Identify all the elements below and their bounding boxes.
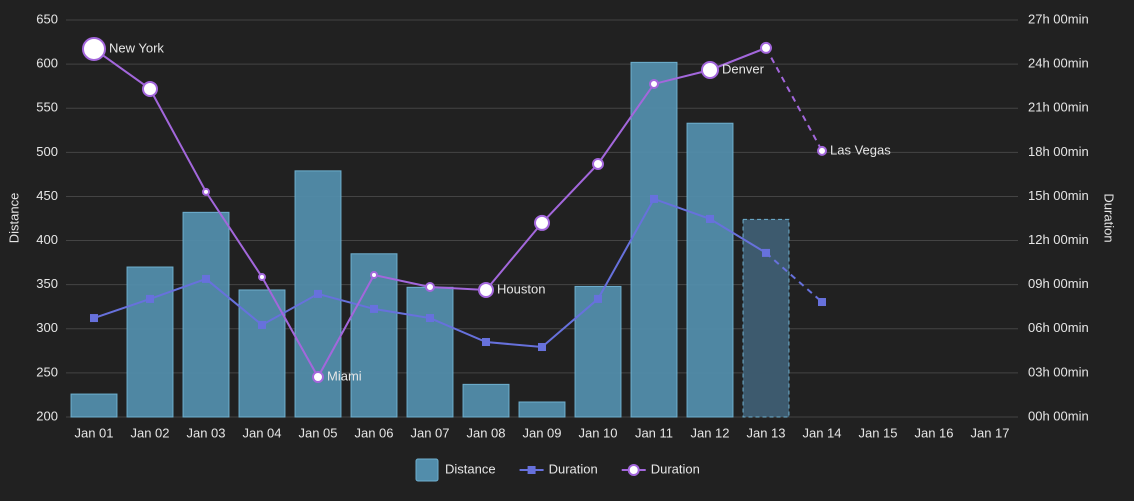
square-marker	[370, 304, 378, 313]
x-tick-label: Jan 02	[130, 425, 169, 440]
y-tick-label: 250	[36, 364, 58, 379]
bar	[462, 383, 510, 418]
x-tick-label: Jan 14	[802, 425, 841, 440]
bar	[238, 289, 286, 418]
x-tick-label: Jan 08	[466, 425, 505, 440]
y2-tick-label: 24h 00min	[1028, 56, 1089, 71]
square-marker	[90, 314, 98, 323]
legend-label: Duration	[651, 461, 700, 476]
y-tick-label: 300	[36, 320, 58, 335]
point-label: Miami	[327, 368, 362, 383]
x-tick-label: Jan 11	[635, 425, 673, 440]
square-marker	[314, 289, 322, 298]
point-label: Denver	[722, 61, 765, 76]
x-tick-label: Jan 09	[522, 425, 561, 440]
circle-marker	[478, 281, 494, 298]
square-marker	[650, 194, 658, 203]
y-tick-label: 200	[36, 408, 58, 423]
x-tick-label: Jan 06	[354, 425, 393, 440]
circle-marker	[370, 270, 378, 279]
circle-marker	[312, 371, 324, 384]
y-tick-label: 550	[36, 100, 58, 115]
y2-tick-label: 27h 00min	[1028, 11, 1089, 26]
circle-marker	[817, 145, 827, 156]
y-axis-label: Distance	[6, 193, 21, 244]
y2-tick-label: 06h 00min	[1028, 320, 1089, 335]
square-marker	[594, 294, 602, 303]
x-tick-label: Jan 15	[858, 425, 897, 440]
y-tick-label: 400	[36, 232, 58, 247]
square-marker	[202, 274, 210, 283]
x-tick-label: Jan 04	[242, 425, 281, 440]
x-tick-label: Jan 10	[578, 425, 617, 440]
x-tick-label: Jan 13	[746, 425, 785, 440]
bar	[574, 285, 622, 418]
y2-tick-label: 12h 00min	[1028, 232, 1089, 247]
y2-tick-label: 18h 00min	[1028, 144, 1089, 159]
bar	[70, 393, 118, 418]
square-marker	[258, 320, 266, 329]
bar	[182, 211, 230, 418]
square-marker	[762, 248, 770, 257]
circle-marker	[425, 282, 435, 293]
legend-swatch	[527, 466, 536, 474]
circle-marker	[202, 187, 210, 196]
point-label: Las Vegas	[830, 142, 891, 157]
y2-tick-label: 03h 00min	[1028, 364, 1089, 379]
y-tick-label: 600	[36, 56, 58, 71]
x-tick-label: Jan 03	[186, 425, 225, 440]
square-marker	[146, 294, 154, 303]
bar	[630, 61, 678, 418]
legend-swatch	[415, 458, 439, 482]
y2-axis-label: Duration	[1102, 193, 1117, 242]
y-tick-label: 350	[36, 276, 58, 291]
bar	[518, 401, 566, 418]
line	[765, 47, 823, 152]
circle-marker	[258, 273, 266, 282]
point-label: New York	[109, 40, 164, 55]
circle-marker	[534, 214, 550, 231]
x-tick-label: Jan 05	[298, 425, 337, 440]
y-tick-label: 500	[36, 144, 58, 159]
circle-marker	[142, 80, 158, 97]
bar	[350, 253, 398, 418]
y2-tick-label: 21h 00min	[1028, 100, 1089, 115]
y-tick-label: 650	[36, 11, 58, 26]
square-marker	[706, 214, 714, 223]
x-tick-label: Jan 01	[74, 425, 113, 440]
circle-marker	[760, 41, 772, 54]
circle-marker	[592, 157, 604, 170]
legend-label: Distance	[445, 461, 496, 476]
y2-tick-label: 15h 00min	[1028, 188, 1089, 203]
line	[765, 252, 823, 303]
y-tick-label: 450	[36, 188, 58, 203]
circle-marker	[649, 78, 659, 89]
bar	[406, 286, 454, 418]
y2-tick-label: 09h 00min	[1028, 276, 1089, 291]
x-tick-label: Jan 16	[914, 425, 953, 440]
x-tick-label: Jan 12	[690, 425, 729, 440]
legend-label: Duration	[549, 461, 598, 476]
circle-marker	[82, 36, 106, 61]
bar	[126, 266, 174, 418]
y2-tick-label: 00h 00min	[1028, 408, 1089, 423]
bar	[686, 122, 734, 418]
x-tick-label: Jan 17	[970, 425, 1009, 440]
circle-marker	[701, 60, 719, 79]
point-label: Houston	[497, 281, 545, 296]
legend-swatch	[627, 464, 640, 476]
x-tick-label: Jan 07	[410, 425, 449, 440]
square-marker	[818, 298, 826, 307]
square-marker	[426, 314, 434, 323]
square-marker	[482, 338, 490, 347]
square-marker	[538, 343, 546, 352]
